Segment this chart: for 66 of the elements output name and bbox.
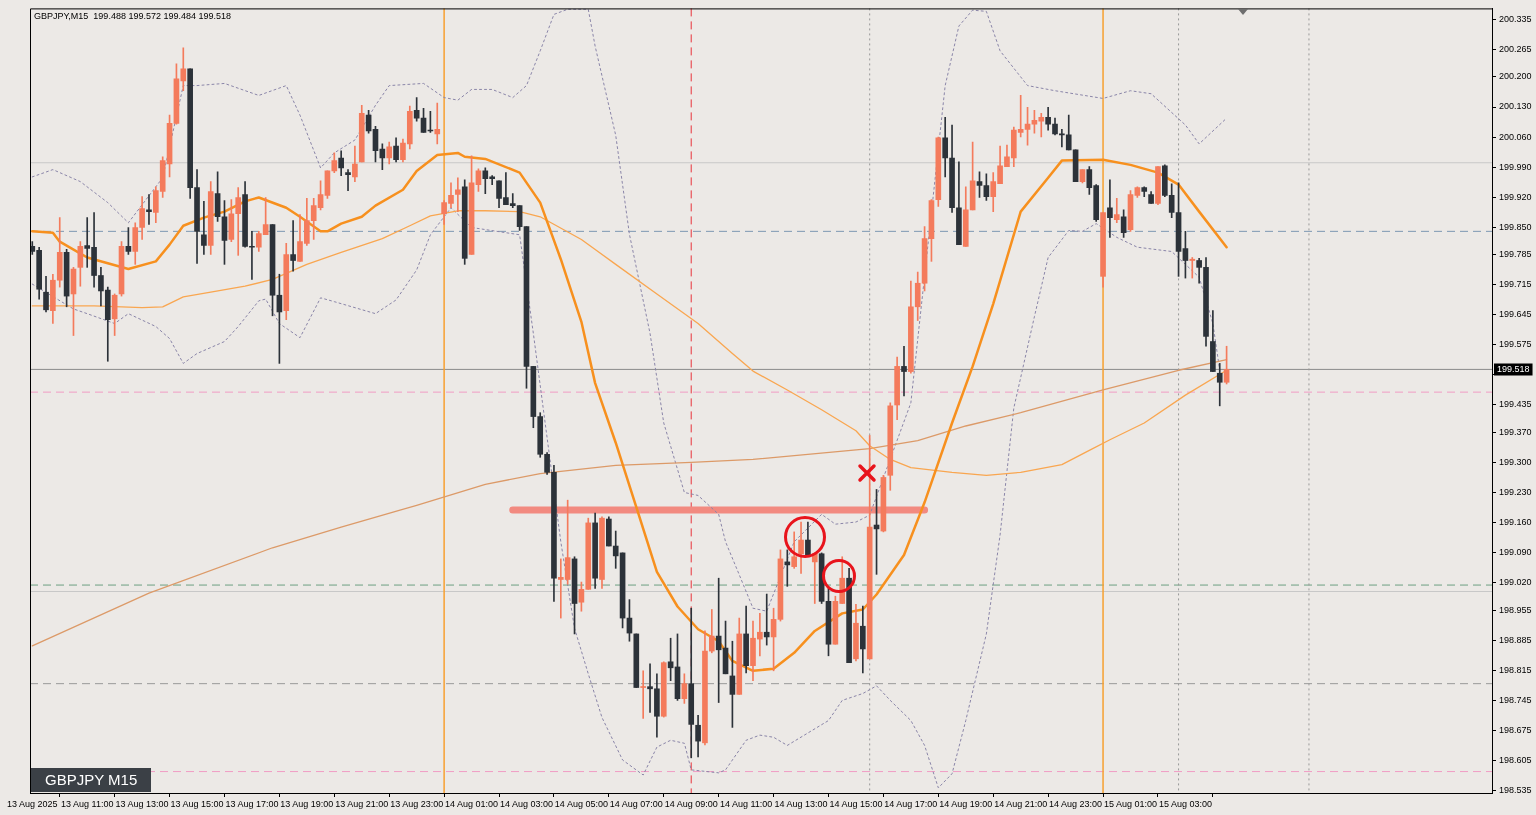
chart-title: GBPJPY,M15 199.488 199.572 199.484 199.518 — [34, 11, 231, 22]
annotation: GBPJPY M15 — [31, 768, 152, 792]
y-tick-label: 198.815 — [1499, 665, 1532, 676]
y-tick-label: 199.020 — [1499, 577, 1532, 588]
x-tick-label: 13 Aug 17:00 — [225, 798, 279, 809]
x-tick-label: 14 Aug 01:00 — [445, 798, 499, 809]
line-series — [31, 8, 1228, 612]
y-tick-label: 198.605 — [1499, 755, 1532, 766]
y-tick-label: 198.675 — [1499, 725, 1532, 736]
x-tick-label: 14 Aug 17:00 — [884, 798, 938, 809]
x-tick-label: 13 Aug 15:00 — [170, 798, 224, 809]
y-tick-label: 198.955 — [1499, 605, 1532, 616]
y-tick-label: 200.130 — [1499, 101, 1532, 112]
x-tick-label: 13 Aug 2025 — [7, 798, 58, 809]
y-tick-label: 199.715 — [1499, 279, 1532, 290]
candlestick — [1113, 198, 1120, 224]
y-tick-label: 198.885 — [1499, 635, 1532, 646]
y-tick-label: 199.300 — [1499, 457, 1532, 468]
y-tick-label: 199.645 — [1499, 309, 1532, 320]
x-tick-label: 14 Aug 03:00 — [499, 798, 554, 809]
y-tick-label: 199.160 — [1499, 517, 1532, 528]
y-tick-label: 199.990 — [1499, 161, 1532, 172]
x-tick-label: 13 Aug 11:00 — [61, 798, 114, 809]
x-tick-label: 14 Aug 05:00 — [554, 798, 608, 809]
x-tick-label: 14 Aug 15:00 — [829, 798, 883, 809]
candlestick — [1107, 179, 1113, 238]
ref-line-label: 199.518 — [1497, 363, 1530, 374]
y-tick-label: 200.335 — [1499, 13, 1532, 24]
y-tick-label: 199.785 — [1499, 249, 1532, 260]
y-tick-label: 199.850 — [1499, 221, 1532, 232]
x-tick-label: 15 Aug 01:00 — [1103, 798, 1158, 809]
candlestick — [434, 102, 441, 145]
y-tick-label: 198.745 — [1499, 695, 1532, 706]
y-tick-label: 198.535 — [1499, 785, 1532, 796]
x-tick-label: 14 Aug 11:00 — [719, 798, 773, 809]
candlestick — [763, 593, 770, 646]
y-tick-label: 199.090 — [1499, 547, 1532, 558]
y-tick-label: 199.575 — [1499, 339, 1532, 350]
candlestick — [455, 177, 461, 212]
x-tick-label: 13 Aug 21:00 — [335, 798, 389, 809]
candlestick — [901, 345, 907, 397]
x-tick-label: 14 Aug 09:00 — [664, 798, 718, 809]
x-tick-label: 14 Aug 21:00 — [994, 798, 1048, 809]
candlestick — [201, 201, 207, 255]
candlestick — [1216, 363, 1223, 407]
candlestick — [290, 220, 296, 272]
x-tick-label: 13 Aug 19:00 — [280, 798, 334, 809]
y-tick-label: 199.920 — [1499, 191, 1532, 202]
y-tick-label: 199.230 — [1499, 487, 1532, 498]
candlestick — [146, 194, 152, 225]
x-tick-label: 13 Aug 23:00 — [390, 798, 444, 809]
x-tick-label: 14 Aug 23:00 — [1049, 798, 1103, 809]
y-tick-label: 200.060 — [1499, 131, 1532, 142]
y-tick-label: 200.265 — [1499, 43, 1532, 54]
candlestick — [640, 670, 646, 719]
x-tick-label: 14 Aug 13:00 — [774, 798, 828, 809]
x-tick-label: 14 Aug 19:00 — [939, 798, 993, 809]
x-tick-label: 13 Aug 13:00 — [115, 798, 169, 809]
y-tick-label: 199.435 — [1499, 399, 1532, 410]
x-tick-label: 14 Aug 07:00 — [609, 798, 663, 809]
y-tick-label: 200.200 — [1499, 71, 1532, 82]
x-tick-label: 15 Aug 03:00 — [1158, 798, 1212, 809]
candlestick — [1189, 257, 1196, 279]
y-tick-label: 199.370 — [1499, 427, 1532, 438]
candlestick — [345, 169, 351, 191]
line-series — [31, 207, 1221, 789]
